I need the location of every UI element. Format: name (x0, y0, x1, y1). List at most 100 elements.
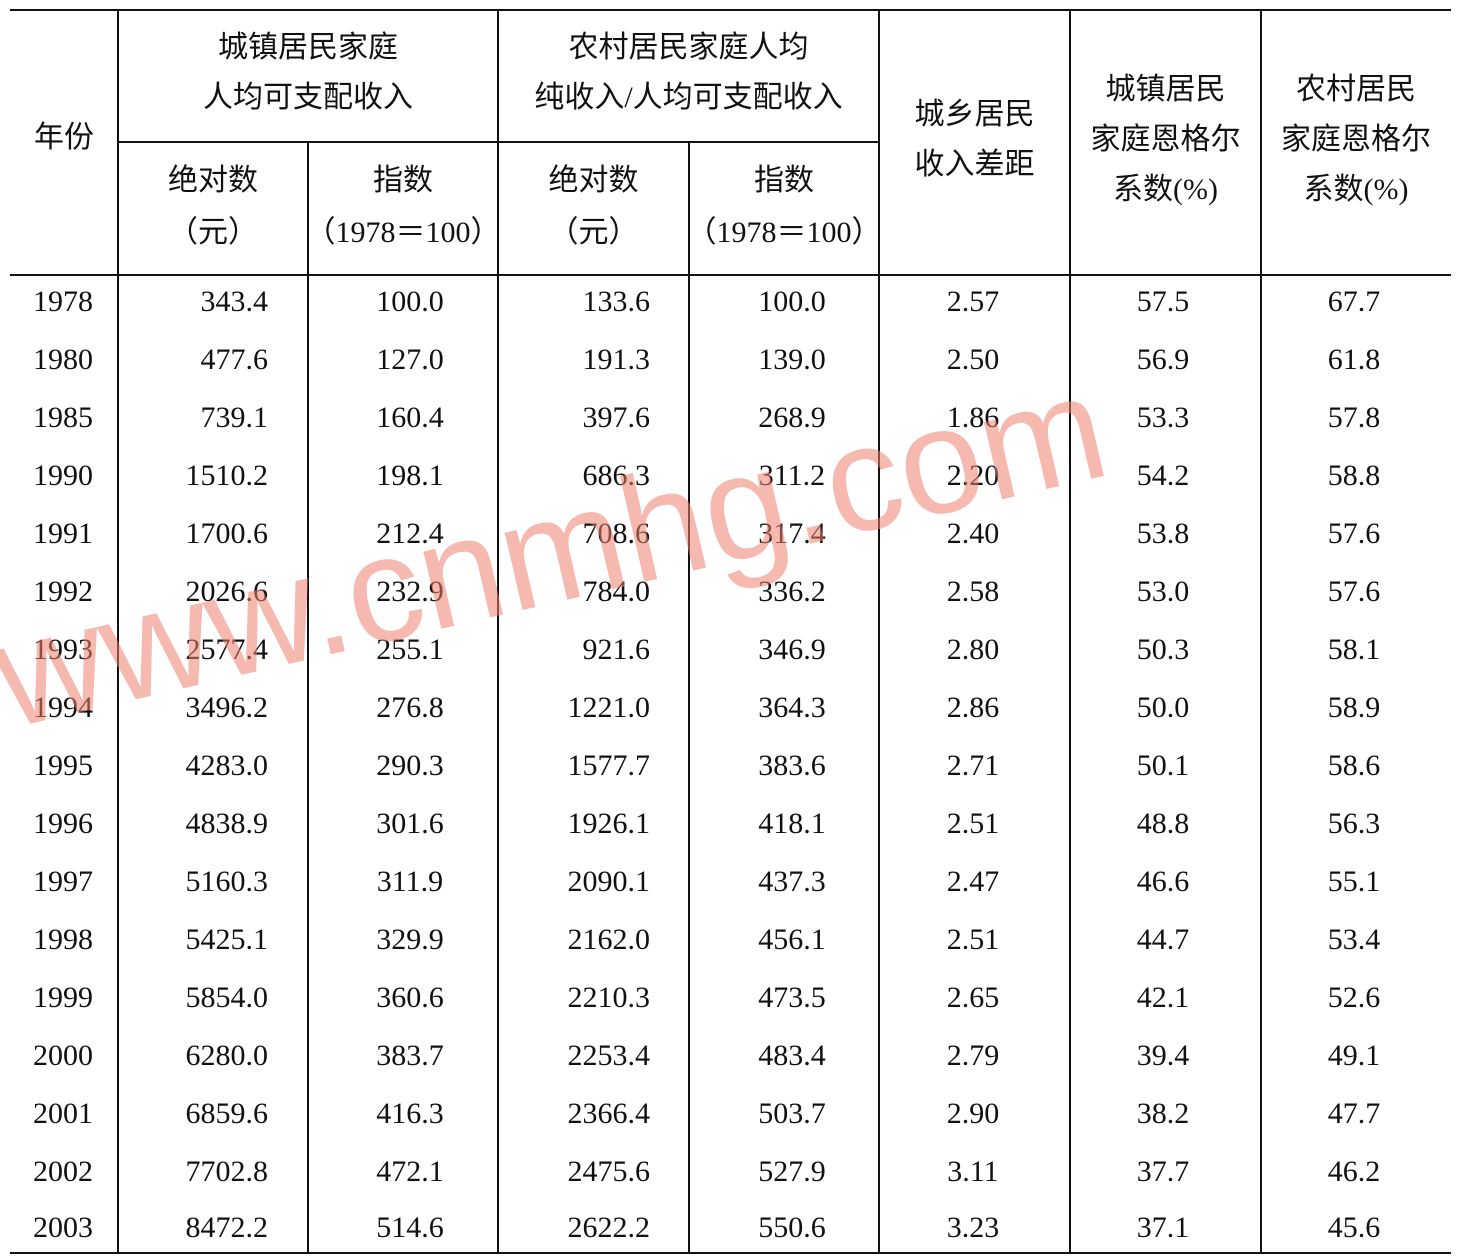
cell-text: 1994 (33, 691, 93, 724)
cell-text: 2.80 (947, 633, 1000, 666)
cell-text: 276.8 (376, 691, 444, 724)
cell-text: 58.1 (1328, 633, 1381, 666)
header-cell: （1978＝100） (687, 216, 882, 249)
cell-text: 67.7 (1328, 285, 1381, 318)
header-cell: 系数(%) (1304, 173, 1409, 206)
cell-text: 1577.7 (568, 749, 651, 782)
cell-text: 2.50 (947, 343, 1000, 376)
header-cell: （1978＝100） (306, 216, 501, 249)
cell-text: 7702.8 (186, 1155, 269, 1188)
cell-text: 2001 (33, 1097, 93, 1130)
cell-text: 56.3 (1328, 807, 1381, 840)
header-cell: 指数 (754, 164, 814, 197)
header-cell: 指数 (373, 164, 433, 197)
cell-text: 44.7 (1137, 923, 1190, 956)
cell-text: 2.40 (947, 517, 1000, 550)
cell-text: 191.3 (583, 343, 651, 376)
cell-text: 212.4 (376, 517, 444, 550)
cell-text: 1993 (33, 633, 93, 666)
cell-text: 2.47 (947, 865, 1000, 898)
cell-text: 5854.0 (186, 981, 269, 1014)
cell-text: 133.6 (583, 285, 651, 318)
cell-text: 58.6 (1328, 749, 1381, 782)
cell-text: 58.8 (1328, 459, 1381, 492)
cell-text: 37.7 (1137, 1155, 1190, 1188)
cell-text: 100.0 (376, 285, 444, 318)
cell-text: 198.1 (376, 459, 444, 492)
cell-text: 232.9 (376, 575, 444, 608)
cell-text: 1998 (33, 923, 93, 956)
cell-text: 48.8 (1137, 807, 1190, 840)
cell-text: 8472.2 (186, 1211, 269, 1244)
cell-text: 2.90 (947, 1097, 1000, 1130)
cell-text: 54.2 (1137, 459, 1190, 492)
header-cell: 人均可支配收入 (203, 81, 413, 114)
cell-text: 437.3 (758, 865, 826, 898)
cell-text: 336.2 (758, 575, 826, 608)
cell-text: 2.51 (947, 807, 1000, 840)
cell-text: 58.9 (1328, 691, 1381, 724)
cell-text: 346.9 (758, 633, 826, 666)
cell-text: 49.1 (1328, 1039, 1381, 1072)
cell-text: 2253.4 (568, 1039, 651, 1072)
cell-text: 50.1 (1137, 749, 1190, 782)
cell-text: 53.3 (1137, 401, 1190, 434)
cell-text: 2.71 (947, 749, 1000, 782)
cell-text: 255.1 (376, 633, 444, 666)
header-cell: 绝对数 (549, 164, 639, 197)
cell-text: 3.23 (947, 1211, 1000, 1244)
cell-text: 127.0 (376, 343, 444, 376)
cell-text: 139.0 (758, 343, 826, 376)
cell-text: 53.4 (1328, 923, 1381, 956)
header-cell: 城镇居民 (1106, 73, 1226, 106)
cell-text: 301.6 (376, 807, 444, 840)
header-cell: （元） (549, 216, 639, 249)
cell-text: 686.3 (583, 459, 651, 492)
cell-text: 360.6 (376, 981, 444, 1014)
cell-text: 46.6 (1137, 865, 1190, 898)
cell-text: 2.51 (947, 923, 1000, 956)
cell-text: 52.6 (1328, 981, 1381, 1014)
cell-text: 39.4 (1137, 1039, 1190, 1072)
cell-text: 739.1 (201, 401, 269, 434)
cell-text: 50.3 (1137, 633, 1190, 666)
cell-text: 268.9 (758, 401, 826, 434)
cell-text: 784.0 (583, 575, 651, 608)
cell-text: 2026.6 (186, 575, 269, 608)
cell-text: 50.0 (1137, 691, 1190, 724)
cell-text: 100.0 (758, 285, 826, 318)
cell-text: 2210.3 (568, 981, 651, 1014)
cell-text: 2.57 (947, 285, 1000, 318)
header-cell: 城乡居民 (915, 98, 1035, 131)
cell-text: 1980 (33, 343, 93, 376)
cell-text: 1978 (33, 285, 93, 318)
cell-text: 1.86 (947, 401, 1000, 434)
cell-text: 2003 (33, 1211, 93, 1244)
cell-text: 921.6 (583, 633, 651, 666)
cell-text: 45.6 (1328, 1211, 1381, 1244)
cell-text: 2.65 (947, 981, 1000, 1014)
header-cell: 家庭恩格尔 (1091, 123, 1241, 156)
cell-text: 53.8 (1137, 517, 1190, 550)
cell-text: 550.6 (758, 1211, 826, 1244)
cell-text: 473.5 (758, 981, 826, 1014)
cell-text: 290.3 (376, 749, 444, 782)
cell-text: 383.7 (376, 1039, 444, 1072)
cell-text: 527.9 (758, 1155, 826, 1188)
cell-text: 1997 (33, 865, 93, 898)
cell-text: 1996 (33, 807, 93, 840)
cell-text: 472.1 (376, 1155, 444, 1188)
cell-text: 1221.0 (568, 691, 651, 724)
cell-text: 416.3 (376, 1097, 444, 1130)
cell-text: 4838.9 (186, 807, 269, 840)
cell-text: 2090.1 (568, 865, 651, 898)
cell-text: 57.6 (1328, 575, 1381, 608)
cell-text: 42.1 (1137, 981, 1190, 1014)
cell-text: 397.6 (583, 401, 651, 434)
cell-text: 503.7 (758, 1097, 826, 1130)
cell-text: 46.2 (1328, 1155, 1381, 1188)
cell-text: 708.6 (583, 517, 651, 550)
cell-text: 477.6 (201, 343, 269, 376)
cell-text: 1510.2 (186, 459, 269, 492)
